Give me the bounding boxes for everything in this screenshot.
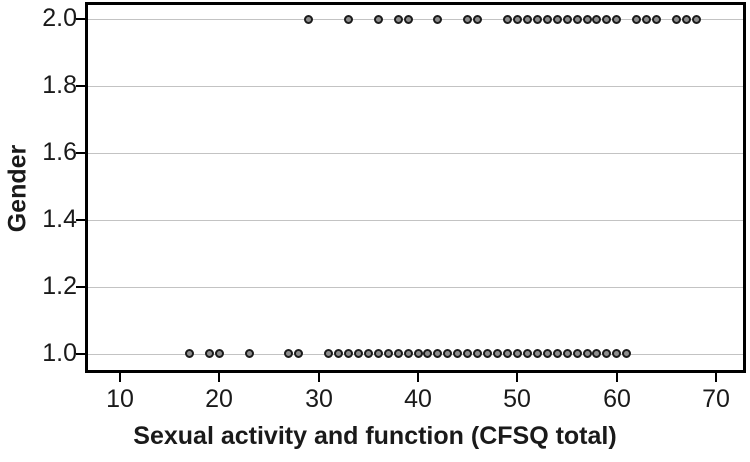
y-tick-mark — [76, 85, 85, 87]
data-point — [373, 349, 383, 359]
data-point — [532, 349, 542, 359]
data-point — [493, 349, 502, 359]
y-gridline — [88, 220, 743, 221]
data-point — [483, 349, 493, 359]
data-point — [324, 349, 333, 359]
y-gridline — [88, 19, 743, 20]
data-point — [473, 14, 483, 24]
data-point — [204, 349, 214, 359]
y-gridline — [88, 287, 743, 288]
x-tick-label: 20 — [205, 385, 233, 413]
data-point — [562, 14, 572, 24]
data-point — [463, 14, 473, 24]
data-point — [562, 349, 572, 359]
data-point — [671, 14, 681, 24]
data-point — [592, 349, 602, 359]
data-point — [343, 14, 353, 24]
data-point — [334, 349, 343, 359]
data-point — [602, 349, 612, 359]
data-point — [582, 349, 592, 359]
x-tick-mark — [218, 373, 220, 382]
data-point — [522, 14, 532, 24]
data-point — [582, 14, 592, 24]
x-tick-mark — [417, 373, 419, 382]
y-gridline — [88, 86, 743, 87]
data-point — [383, 349, 393, 359]
data-point — [363, 349, 373, 359]
data-point — [403, 14, 413, 24]
data-point — [463, 349, 473, 359]
data-point — [304, 14, 314, 24]
data-point — [542, 14, 552, 24]
y-tick-label: 1.6 — [42, 138, 77, 166]
data-point — [443, 349, 453, 359]
y-tick-mark — [76, 219, 85, 221]
y-tick-mark — [76, 353, 85, 355]
data-point — [592, 14, 602, 24]
data-point — [403, 349, 413, 359]
data-point — [632, 14, 642, 24]
data-point — [473, 349, 483, 359]
data-point — [353, 349, 363, 359]
data-point — [284, 349, 294, 359]
data-point — [423, 349, 433, 359]
y-tick-label: 1.4 — [42, 205, 77, 233]
data-point — [294, 349, 304, 359]
y-gridline — [88, 153, 743, 154]
x-tick-mark — [616, 373, 618, 382]
y-tick-label: 1.8 — [42, 71, 77, 99]
data-point — [691, 14, 701, 24]
y-tick-mark — [76, 286, 85, 288]
data-point — [184, 349, 194, 359]
x-axis-title: Sexual activity and function (CFSQ total… — [133, 422, 617, 450]
data-point — [522, 349, 532, 359]
data-point — [572, 349, 582, 359]
data-point — [642, 14, 652, 24]
y-tick-mark — [76, 18, 85, 20]
data-point — [433, 14, 443, 24]
data-point — [512, 349, 522, 359]
x-tick-mark — [318, 373, 320, 382]
data-point — [572, 14, 582, 24]
x-tick-label: 10 — [106, 385, 134, 413]
data-point — [343, 349, 353, 359]
plot-area — [85, 2, 746, 373]
data-point — [393, 349, 403, 359]
data-point — [502, 349, 512, 359]
y-tick-mark — [76, 152, 85, 154]
x-tick-mark — [119, 373, 121, 382]
x-tick-mark — [516, 373, 518, 382]
data-point — [681, 14, 691, 24]
x-tick-mark — [715, 373, 717, 382]
data-point — [393, 14, 403, 24]
data-point — [542, 349, 552, 359]
x-tick-label: 50 — [503, 385, 531, 413]
data-point — [512, 14, 522, 24]
x-tick-label: 40 — [404, 385, 432, 413]
y-axis-title: Gender — [3, 144, 32, 233]
data-point — [244, 349, 254, 359]
data-point — [612, 14, 622, 24]
data-point — [612, 349, 622, 359]
data-point — [214, 349, 224, 359]
data-point — [552, 349, 562, 359]
y-tick-label: 2.0 — [42, 4, 77, 32]
x-tick-label: 70 — [702, 385, 730, 413]
data-point — [413, 349, 423, 359]
x-tick-label: 60 — [603, 385, 631, 413]
data-point — [373, 14, 383, 24]
data-point — [622, 349, 632, 359]
data-point — [532, 14, 542, 24]
data-point — [453, 349, 463, 359]
data-point — [502, 14, 512, 24]
data-point — [433, 349, 443, 359]
data-point — [602, 14, 612, 24]
data-point — [652, 14, 661, 24]
data-point — [552, 14, 562, 24]
x-tick-label: 30 — [305, 385, 333, 413]
y-tick-label: 1.2 — [42, 272, 77, 300]
y-tick-label: 1.0 — [42, 339, 77, 367]
